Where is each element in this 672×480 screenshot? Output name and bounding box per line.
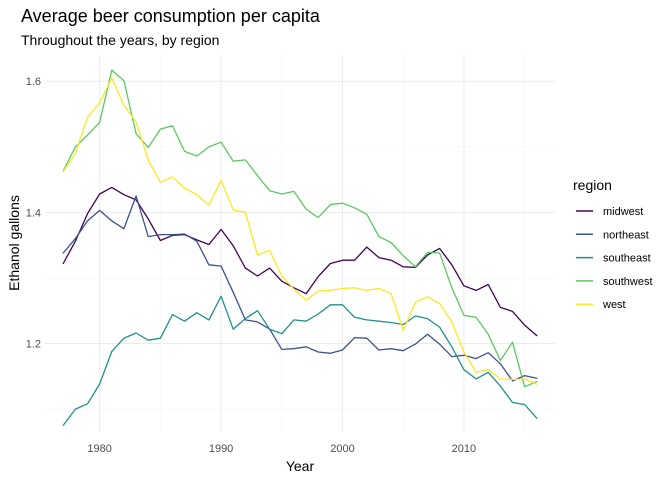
series-line-northeast xyxy=(62,195,538,382)
legend-item-west: west xyxy=(576,299,626,311)
legend-items: midwest northeast southeast southwest west xyxy=(576,206,653,311)
x-tick-label: 2010 xyxy=(452,443,476,455)
y-axis-title: Ethanol gallons xyxy=(6,195,22,291)
y-tick-label: 1.6 xyxy=(26,76,41,88)
legend-title: region xyxy=(573,177,612,193)
x-axis-tick-labels: 1980 1990 2000 2010 xyxy=(87,443,476,455)
y-tick-label: 1.2 xyxy=(26,338,41,350)
y-tick-label: 1.4 xyxy=(26,207,41,219)
series-line-midwest xyxy=(62,186,538,337)
chart-subtitle: Throughout the years, by region xyxy=(21,32,219,48)
legend-item-southeast: southeast xyxy=(576,253,651,265)
series-line-southeast xyxy=(62,295,538,427)
x-tick-label: 2000 xyxy=(330,443,354,455)
legend-label-southeast: southeast xyxy=(603,253,651,265)
legend-label-west: west xyxy=(602,299,626,311)
y-axis-tick-labels: 1.2 1.4 1.6 xyxy=(26,76,41,350)
gridlines xyxy=(45,55,555,432)
x-tick-label: 1990 xyxy=(209,443,233,455)
legend: region midwest northeast southeast southwes… xyxy=(573,177,653,311)
legend-label-midwest: midwest xyxy=(603,206,643,218)
x-tick-label: 1980 xyxy=(87,443,111,455)
legend-label-northeast: northeast xyxy=(603,229,649,241)
legend-item-southwest: southwest xyxy=(576,276,653,288)
legend-item-midwest: midwest xyxy=(576,206,643,218)
chart-title: Average beer consumption per capita xyxy=(21,6,321,26)
series-lines xyxy=(62,69,538,427)
legend-item-northeast: northeast xyxy=(576,229,649,241)
series-line-west xyxy=(62,77,538,385)
series-line-southwest xyxy=(62,69,538,388)
plot-panel xyxy=(45,55,555,432)
x-axis-title: Year xyxy=(286,458,315,474)
legend-label-southwest: southwest xyxy=(603,276,653,288)
